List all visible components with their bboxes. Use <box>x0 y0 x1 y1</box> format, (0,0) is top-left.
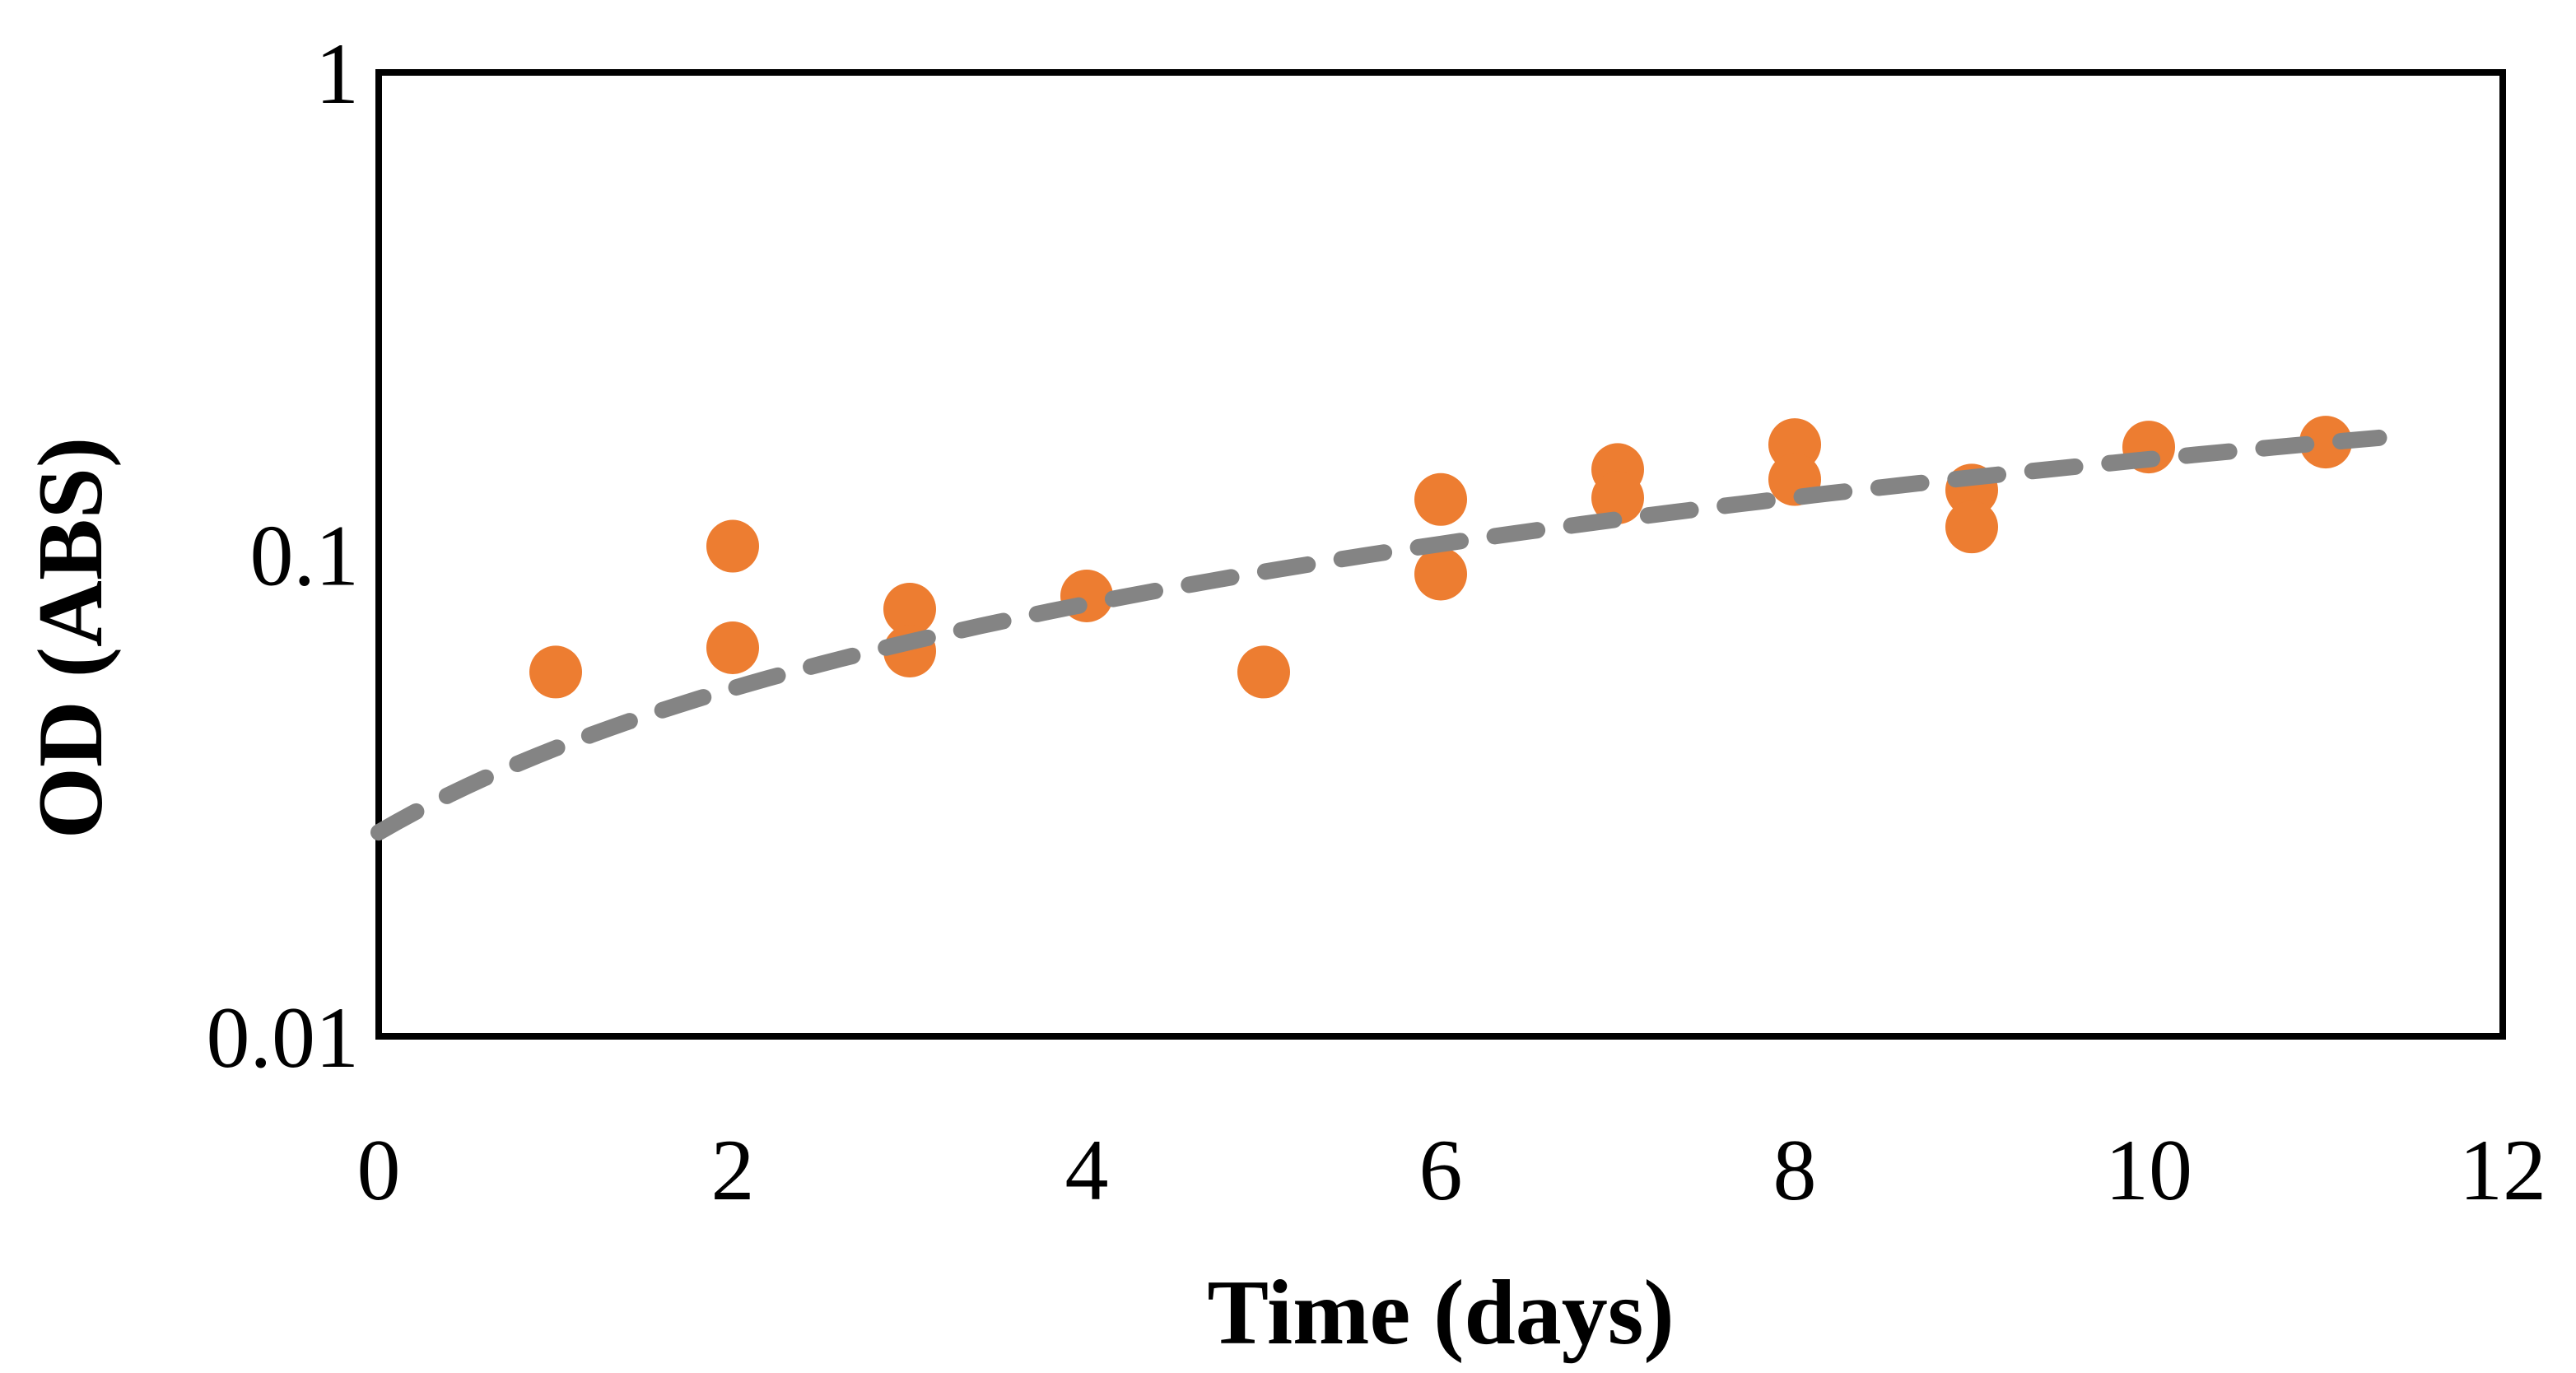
trendline <box>370 429 2387 841</box>
data-point <box>883 582 936 635</box>
x-tick-label: 0 <box>357 1122 401 1218</box>
x-tick-label: 6 <box>1419 1122 1463 1218</box>
data-point <box>706 621 759 674</box>
x-tick-label: 8 <box>1773 1122 1817 1218</box>
x-tick-label: 2 <box>711 1122 755 1218</box>
data-point <box>2299 416 2352 469</box>
plot-frame <box>375 69 2506 1040</box>
data-point <box>1414 547 1467 601</box>
x-tick-label: 12 <box>2459 1122 2546 1218</box>
x-tick-label: 10 <box>2105 1122 2192 1218</box>
data-point <box>529 645 582 699</box>
data-point <box>1414 472 1467 526</box>
y-tick-label: 0.01 <box>207 989 360 1086</box>
trendline-group <box>370 429 2387 841</box>
data-point <box>1591 471 1644 524</box>
x-tick-label: 4 <box>1065 1122 1109 1218</box>
y-tick-label: 1 <box>315 26 359 122</box>
x-axis-title: Time (days) <box>1207 1262 1674 1364</box>
y-axis-title: OD (ABS) <box>20 437 122 839</box>
y-axis-tick-labels: 1 0.1 0.01 <box>207 26 360 1086</box>
data-point <box>706 519 759 573</box>
x-axis-tick-labels: 0 2 4 6 8 10 12 <box>357 1122 2547 1218</box>
data-point <box>1237 645 1290 699</box>
data-points-group <box>529 416 2352 699</box>
y-tick-label: 0.1 <box>250 508 360 604</box>
data-point <box>1945 500 1998 554</box>
